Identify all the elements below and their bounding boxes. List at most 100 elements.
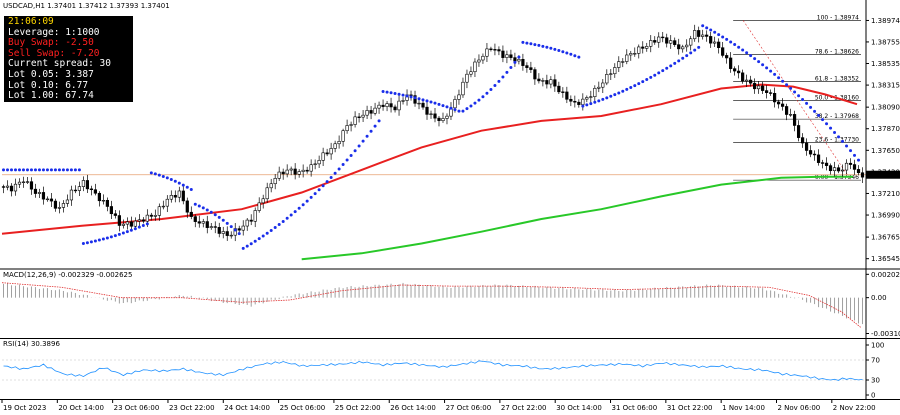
candle-body (621, 61, 625, 63)
psar-dot (853, 153, 857, 157)
psar-dot (809, 105, 813, 109)
psar-dot (305, 199, 309, 203)
candle-body (341, 130, 345, 142)
candle-body (141, 219, 145, 222)
price-tick-label: 1.38535 (871, 60, 900, 68)
candle-body (197, 221, 201, 224)
psar-dot (33, 168, 37, 172)
candle-body (800, 137, 805, 144)
psar-dot (313, 192, 317, 196)
candle-body (721, 47, 725, 56)
psar-dot (629, 86, 633, 90)
psar-dot (793, 90, 797, 94)
candle-body (201, 221, 205, 224)
price-tick-label: 1.38315 (871, 82, 900, 90)
psar-dot (573, 54, 577, 58)
candle-body (217, 227, 221, 234)
candle-body (761, 85, 765, 91)
candle-body (441, 118, 445, 121)
psar-dot (481, 95, 485, 99)
psar-dot (389, 91, 393, 95)
candle-body (513, 57, 517, 62)
candle-body (737, 70, 741, 74)
psar-dot (605, 96, 609, 100)
candle-body (157, 206, 161, 216)
psar-dot (669, 64, 673, 68)
psar-dot (289, 213, 293, 217)
psar-dot (197, 204, 201, 208)
candle-body (788, 114, 793, 116)
psar-dot (725, 37, 729, 41)
psar-dot (333, 171, 337, 175)
candle-body (393, 106, 397, 111)
psar-dot (81, 241, 85, 245)
candle-body (549, 79, 553, 85)
psar-dot (565, 51, 569, 55)
candle-body (453, 99, 457, 109)
psar-dot (609, 94, 613, 98)
time-tick-label: 25 Oct 22:00 (335, 404, 381, 412)
candle-body (557, 85, 561, 93)
psar-dot (513, 60, 517, 64)
psar-dot (2, 168, 5, 172)
psar-dot (785, 83, 789, 87)
psar-dot (273, 226, 277, 230)
candle-body (505, 54, 509, 58)
psar-dot (201, 206, 205, 210)
candle-body (461, 81, 465, 96)
psar-dot (213, 213, 217, 217)
candle-body (125, 221, 129, 225)
macd-tick-label: 0.002026 (871, 271, 900, 279)
psar-dot (105, 236, 109, 240)
psar-dot (277, 223, 281, 227)
candle-body (597, 86, 601, 89)
psar-dot (325, 180, 329, 184)
candle-body (413, 95, 417, 104)
candle-body (780, 103, 785, 107)
psar-dot (237, 232, 241, 236)
psar-dot (253, 239, 257, 243)
candle-body (353, 116, 357, 125)
candle-body (493, 49, 497, 51)
candle-body (477, 59, 481, 63)
psar-dot (297, 206, 301, 210)
candle-body (297, 171, 301, 175)
psar-dot (397, 92, 401, 96)
candle-body (49, 198, 54, 202)
candle-body (305, 169, 309, 172)
server-time: 21:06:09 (8, 16, 54, 27)
candle-body (697, 30, 701, 37)
candle-body (473, 61, 477, 73)
psar-dot (789, 86, 793, 90)
candle-body (261, 198, 265, 204)
psar-dot (617, 91, 621, 95)
candle-body (537, 78, 541, 82)
psar-dot (757, 60, 761, 64)
candle-body (661, 36, 665, 39)
fib-level-label: 78.6 - 1.38626 (815, 49, 859, 56)
candle-body (65, 199, 70, 204)
psar-dot (221, 218, 225, 222)
candle-body (517, 58, 521, 62)
candle-body (21, 181, 26, 183)
psar-dot (857, 158, 861, 162)
psar-dot (169, 178, 173, 182)
candle-body (213, 226, 217, 228)
candle-body (361, 114, 365, 118)
candle-body (97, 192, 101, 202)
candle-body (93, 189, 97, 194)
psar-dot (117, 232, 121, 236)
psar-dot (185, 185, 189, 189)
candle-body (489, 48, 493, 50)
info-line: Lot 1.00: 67.74 (8, 90, 94, 102)
candle-body (645, 46, 649, 49)
psar-dot (93, 239, 97, 243)
candle-body (117, 215, 121, 226)
candle-body (777, 101, 781, 105)
rsi-line (3, 360, 863, 381)
candle-body (29, 181, 34, 190)
psar-dot (345, 158, 349, 162)
psar-dot (61, 168, 65, 172)
candle-body (41, 192, 46, 200)
time-tick-label: 1 Nov 14:00 (722, 404, 765, 412)
